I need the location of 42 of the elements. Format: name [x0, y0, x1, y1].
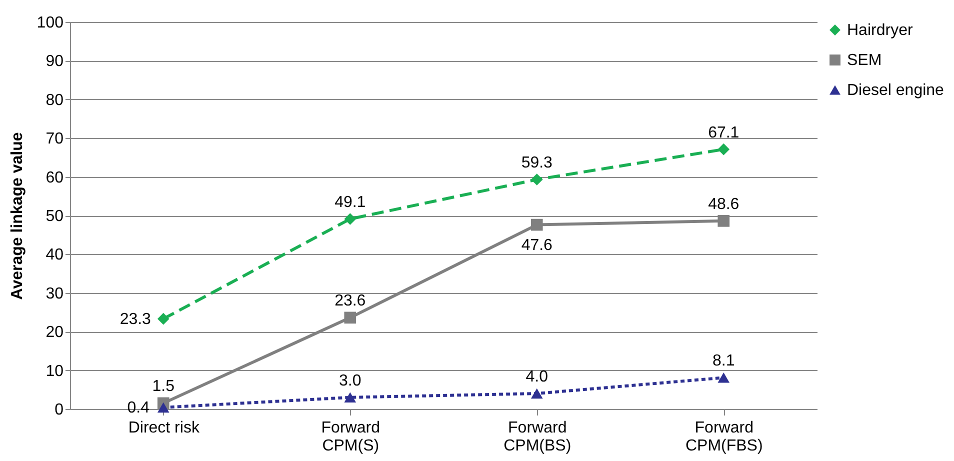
data-label: 1.5	[152, 378, 175, 396]
data-label: 49.1	[334, 194, 366, 211]
point	[530, 388, 543, 399]
point	[157, 402, 170, 413]
data-label: 59.3	[521, 154, 553, 172]
y-tick-label: 40	[46, 246, 64, 264]
y-tick-label: 90	[46, 53, 64, 70]
y-tick-label: 60	[46, 169, 64, 186]
point	[344, 392, 356, 403]
y-tick-label: 100	[36, 14, 64, 32]
point	[718, 215, 730, 227]
x-tick-label: Forward CPM(BS)	[504, 420, 572, 454]
legend-label: SEM	[847, 52, 882, 69]
data-label: 0.4	[127, 399, 150, 416]
y-tick-label: 20	[46, 324, 64, 342]
point	[344, 312, 356, 324]
data-label: 3.0	[339, 372, 362, 390]
legend-label: Hairdryer	[847, 22, 914, 39]
legend-label: Diesel engine	[847, 82, 944, 99]
y-tick-label: 70	[46, 130, 64, 148]
y-tick-label: 30	[46, 285, 64, 302]
data-label: 67.1	[708, 124, 740, 142]
x-tick-label: Forward CPM(S)	[321, 420, 380, 454]
point	[718, 143, 730, 156]
point	[530, 218, 543, 231]
data-label: 47.6	[521, 236, 553, 254]
data-label: 48.6	[708, 196, 740, 213]
y-tick-label: 50	[46, 208, 64, 225]
point	[718, 372, 730, 383]
point	[344, 213, 356, 225]
data-label: 4.0	[526, 368, 548, 386]
y-axis-title: Average linkage value	[8, 132, 26, 300]
x-tick-label: Forward CPM(FBS)	[685, 420, 763, 454]
point	[530, 174, 543, 186]
y-tick-label: 0	[54, 402, 64, 418]
y-tick-label: 80	[46, 92, 64, 109]
y-tick-label: 10	[46, 362, 64, 380]
data-label: 23.3	[120, 310, 152, 328]
point	[157, 312, 170, 325]
data-label: 8.1	[712, 352, 735, 370]
data-label: 23.6	[334, 292, 366, 310]
x-tick-label: Direct risk	[128, 420, 200, 436]
